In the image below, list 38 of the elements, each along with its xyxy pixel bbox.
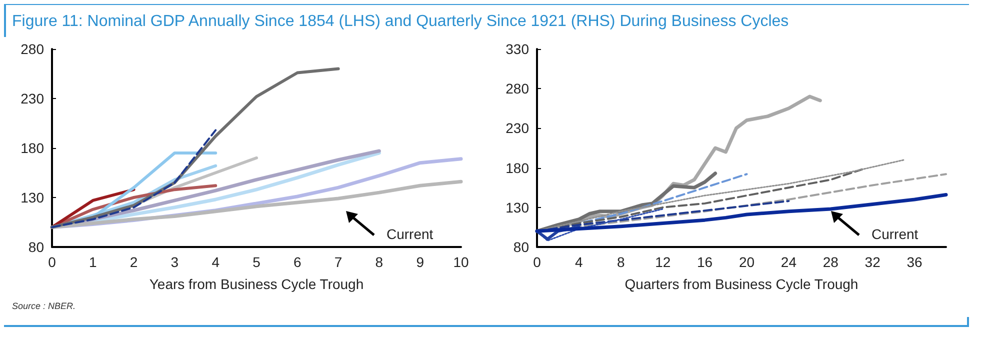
x-tick-label: 28: [822, 254, 839, 270]
x-tick-label: 10: [453, 254, 469, 270]
x-tick-label: 8: [375, 254, 384, 270]
x-tick-label: 1: [89, 254, 97, 270]
y-tick-label: 80: [513, 239, 530, 255]
y-tick-label: 230: [20, 90, 44, 106]
annotation: Current: [386, 226, 434, 242]
x-tick-label: 24: [780, 254, 797, 270]
x-tick-label: 32: [864, 254, 881, 270]
x-tick-label: 8: [617, 254, 625, 270]
y-tick-label: 130: [506, 199, 530, 216]
x-tick-label: 36: [906, 254, 923, 270]
y-tick-label: 180: [20, 140, 44, 156]
x-axis-title: Years from Business Cycle Trough: [149, 276, 364, 292]
x-tick-label: 3: [170, 254, 179, 270]
x-tick-label: 0: [48, 254, 56, 270]
y-tick-label: 80: [28, 239, 44, 255]
x-tick-label: 9: [416, 254, 424, 270]
y-tick-label: 230: [506, 120, 530, 136]
x-tick-label: 20: [738, 254, 755, 270]
x-tick-label: 16: [697, 254, 713, 270]
x-tick-label: 4: [212, 254, 220, 270]
y-tick-label: 330: [506, 41, 530, 57]
chart-title: Figure 11: Nominal GDP Annually Since 1854 (LHS) and Quarterly Since 1921 (RHS) During Business Cycles: [12, 13, 789, 30]
y-tick-label: 130: [20, 190, 44, 206]
source-note: Source : NBER.: [11, 300, 77, 313]
y-tick-label: 180: [506, 160, 530, 176]
x-tick-label: 7: [334, 254, 342, 270]
annotation: Current: [871, 226, 918, 242]
x-tick-label: 2: [130, 254, 138, 270]
x-tick-label: 0: [533, 254, 542, 270]
y-tick-label: 280: [20, 41, 44, 57]
x-tick-label: 5: [252, 254, 261, 270]
x-tick-label: 12: [655, 254, 671, 270]
x-tick-label: 6: [294, 254, 302, 270]
y-tick-label: 280: [506, 80, 530, 97]
x-tick-label: 4: [575, 254, 584, 270]
x-axis-title: Quarters from Business Cycle Trough: [624, 276, 858, 292]
